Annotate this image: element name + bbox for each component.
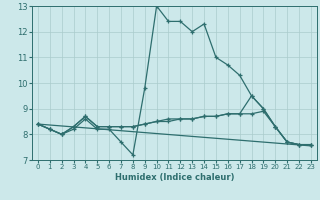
- X-axis label: Humidex (Indice chaleur): Humidex (Indice chaleur): [115, 173, 234, 182]
